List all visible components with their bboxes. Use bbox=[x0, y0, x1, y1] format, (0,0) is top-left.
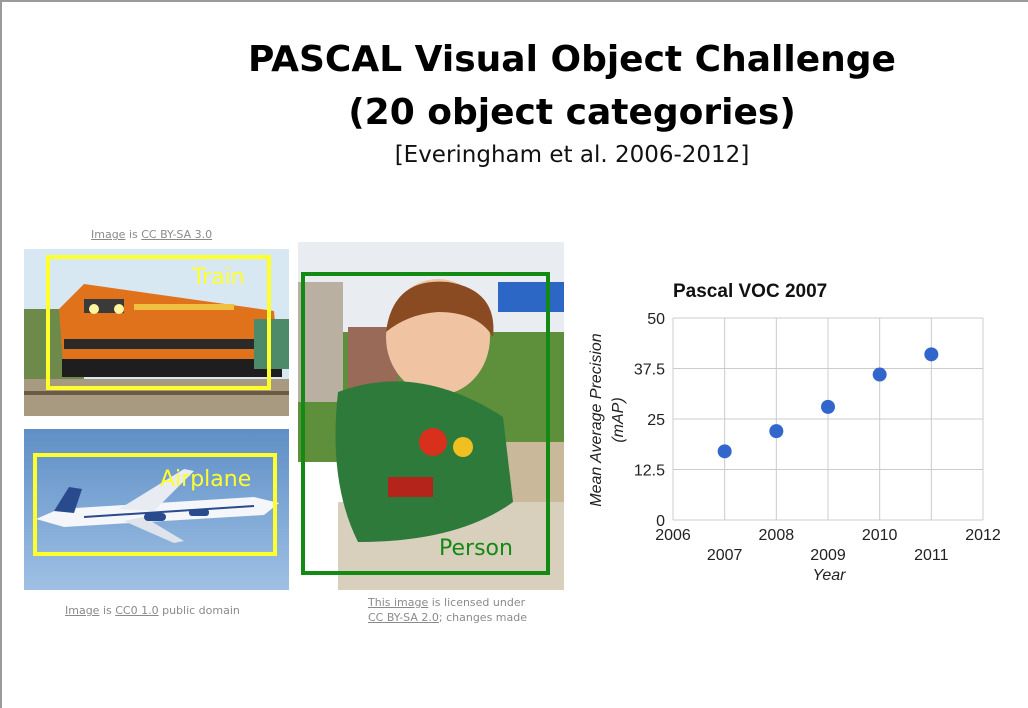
person-bounding-box bbox=[301, 272, 550, 575]
train-label: Train bbox=[192, 265, 245, 290]
x-tick-label: 2006 bbox=[655, 527, 691, 544]
person-image-link[interactable]: This image bbox=[368, 596, 429, 609]
train-bounding-box bbox=[46, 255, 271, 390]
chart-tick-labels: 0 12.5 25 37.5 50 2006 2008 2010 2012 2007 2009 201… bbox=[634, 311, 1001, 564]
train-image-link[interactable]: Image bbox=[91, 228, 126, 241]
chart-points bbox=[717, 347, 939, 459]
x-tick-label: 2010 bbox=[862, 527, 898, 544]
slide-title-line1: PASCAL Visual Object Challenge bbox=[248, 39, 896, 80]
airplane-license-link[interactable]: CC0 1.0 bbox=[115, 604, 159, 617]
data-point bbox=[717, 444, 732, 459]
x-axis-label: Year bbox=[813, 567, 847, 584]
x-tick-label: 2011 bbox=[914, 547, 949, 564]
x-tick-label: 2012 bbox=[965, 527, 1001, 544]
airplane-image-link[interactable]: Image bbox=[65, 604, 100, 617]
person-image-credit-line2: CC BY-SA 2.0; changes made bbox=[368, 611, 527, 624]
y-axis-label-line2: (mAP) bbox=[610, 397, 627, 442]
y-tick-label: 12.5 bbox=[634, 463, 665, 480]
train-image-credit: Image is CC BY-SA 3.0 bbox=[91, 228, 212, 241]
person-credit-tail: ; changes made bbox=[438, 611, 528, 624]
y-tick-label: 0 bbox=[656, 513, 665, 530]
y-tick-label: 25 bbox=[647, 412, 665, 429]
person-photo bbox=[298, 242, 564, 590]
chart-title: Pascal VOC 2007 bbox=[673, 281, 827, 302]
data-point bbox=[872, 367, 887, 382]
airplane-bounding-box bbox=[33, 453, 277, 556]
y-tick-label: 50 bbox=[647, 311, 665, 328]
person-label: Person bbox=[439, 536, 513, 561]
person-credit-text: is licensed under bbox=[428, 596, 526, 609]
voc-chart: Pascal VOC 2007 0 12.5 25 37.5 50 2006 2008 201… bbox=[588, 281, 1001, 584]
person-license-link[interactable]: CC BY-SA 2.0 bbox=[368, 611, 439, 624]
train-license-link[interactable]: CC BY-SA 3.0 bbox=[141, 228, 213, 241]
y-tick-label: 37.5 bbox=[634, 362, 665, 379]
train-credit-text: is bbox=[125, 228, 142, 241]
y-axis-label-line1: Mean Average Precision bbox=[588, 333, 605, 507]
x-tick-label: 2009 bbox=[810, 547, 846, 564]
data-point bbox=[924, 347, 939, 362]
airplane-image-credit: Image is CC0 1.0 public domain bbox=[65, 604, 240, 617]
data-point bbox=[769, 424, 784, 439]
person-image-credit-line1: This image is licensed under bbox=[368, 596, 525, 609]
person-illustration bbox=[298, 242, 564, 590]
slide-title-line2: (20 object categories) bbox=[348, 92, 796, 133]
airplane-label: Airplane bbox=[160, 467, 252, 492]
chart-grid bbox=[672, 317, 984, 521]
airplane-credit-text: is bbox=[99, 604, 116, 617]
x-tick-label: 2008 bbox=[759, 527, 795, 544]
data-point bbox=[821, 399, 835, 414]
citation: [Everingham et al. 2006-2012] bbox=[394, 142, 750, 168]
airplane-credit-tail: public domain bbox=[158, 604, 240, 617]
x-tick-label: 2007 bbox=[707, 547, 743, 564]
